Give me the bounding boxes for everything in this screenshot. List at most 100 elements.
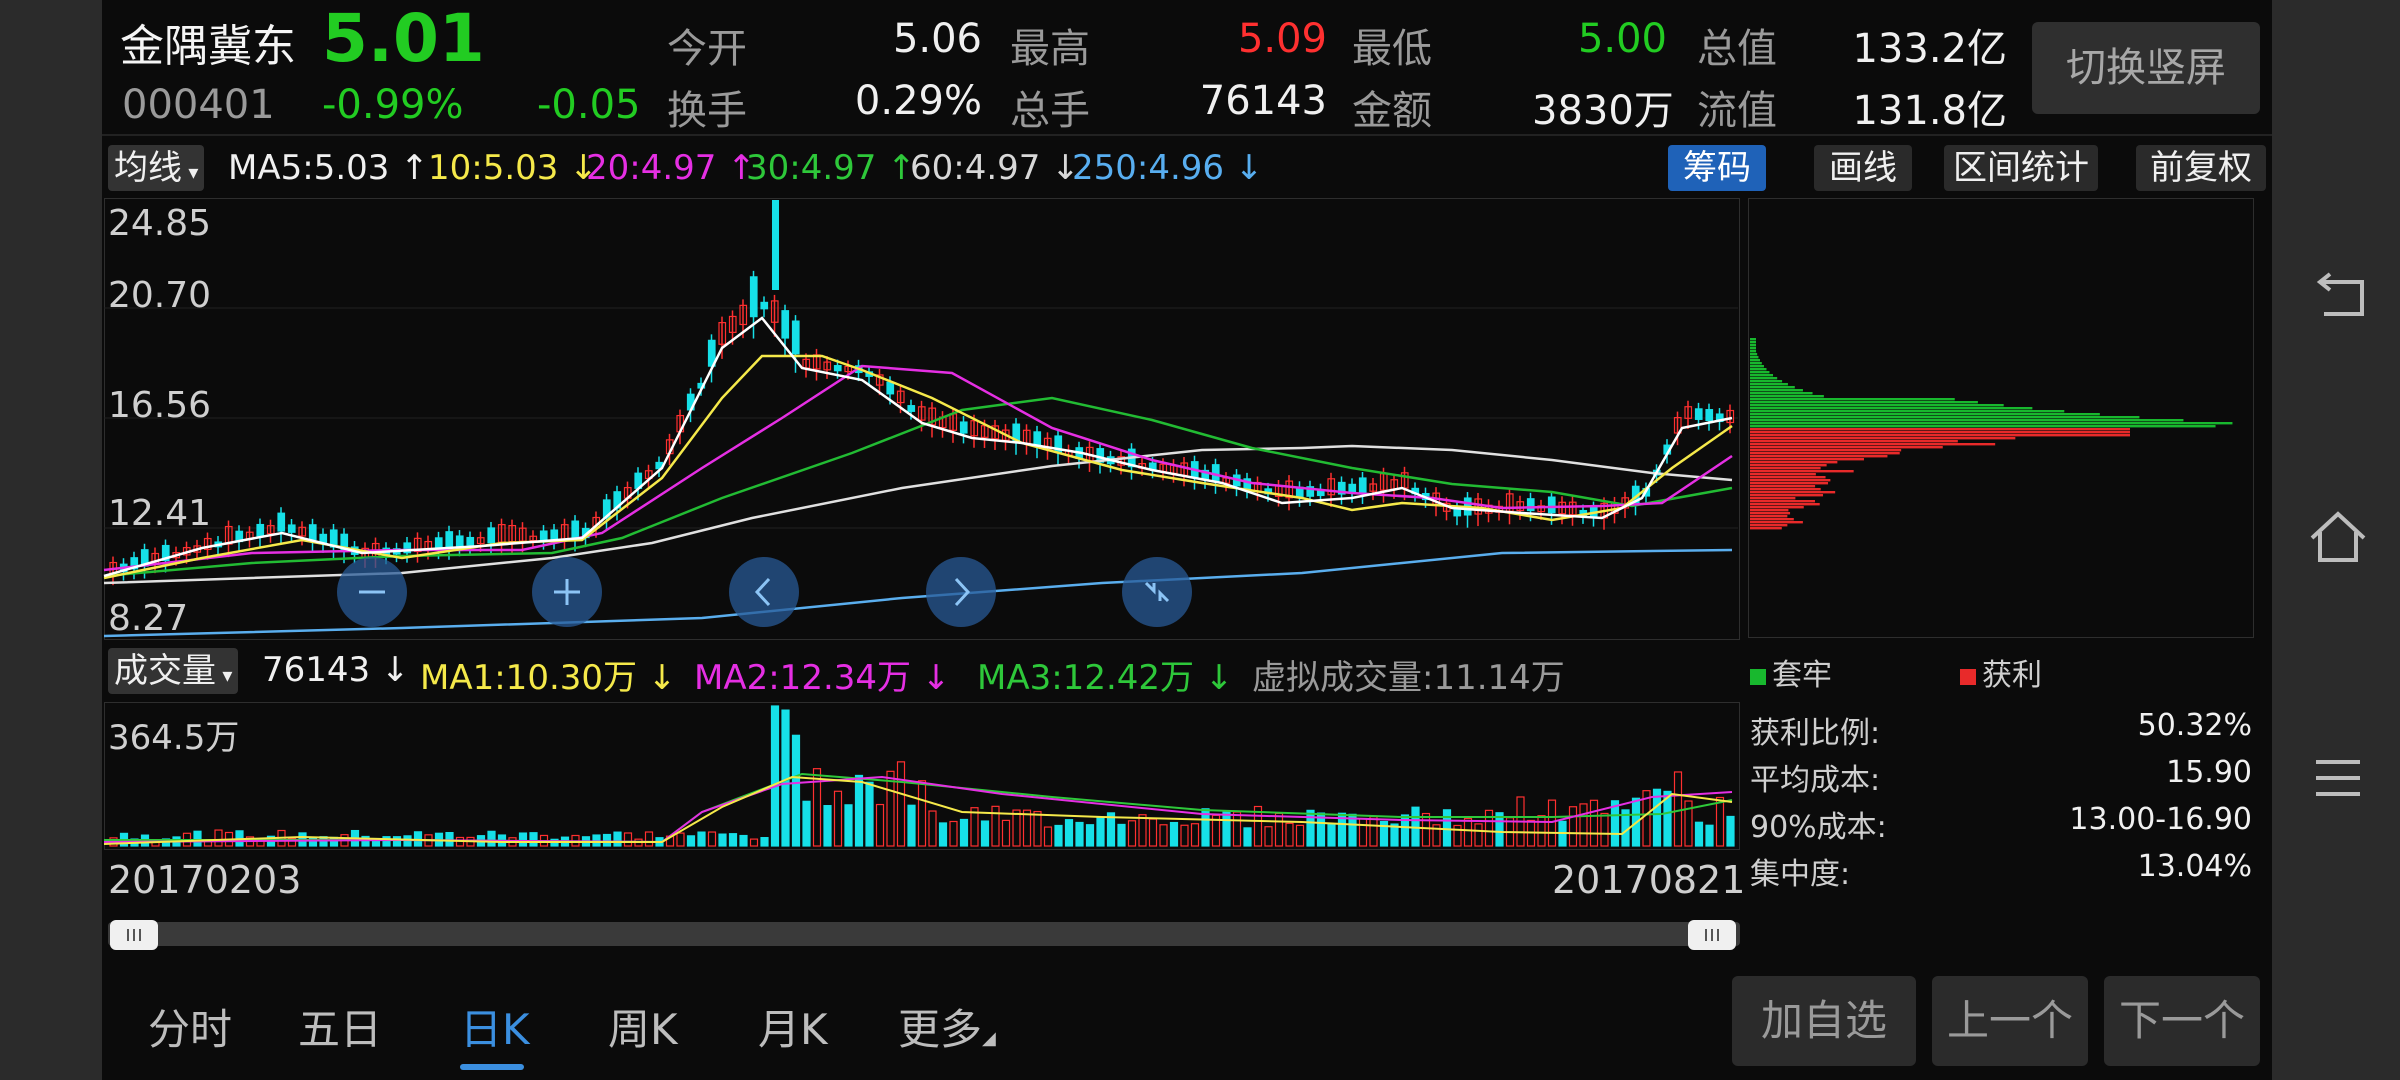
ma250-line	[103, 548, 1733, 638]
next-stock-button[interactable]: 下一个	[2104, 976, 2260, 1066]
chip-bar	[1750, 515, 1788, 518]
volume-dropdown[interactable]: 成交量 ▾	[108, 648, 239, 694]
volume-bar	[1663, 790, 1672, 847]
candle-body	[791, 320, 800, 355]
volume-bar	[739, 834, 748, 847]
volume-bar	[308, 836, 318, 847]
range-stats-button[interactable]: 区间统计	[1944, 145, 2098, 191]
volume-bar	[1537, 815, 1546, 847]
home-icon[interactable]	[2308, 508, 2368, 568]
volume-bar	[1295, 824, 1305, 847]
zoom-out-button[interactable]	[337, 557, 407, 627]
chip-bar	[1750, 395, 1824, 398]
active-tab-indicator	[460, 1064, 524, 1070]
volume-bars	[109, 705, 1735, 847]
tab-more-label: 更多	[898, 1005, 983, 1054]
range-slider-right-handle[interactable]	[1688, 920, 1736, 950]
volume-bar	[760, 837, 769, 847]
volume-bar	[1306, 809, 1315, 847]
chip-bar	[1750, 527, 1782, 530]
chip-bar	[1750, 422, 2233, 425]
candle-body	[1285, 480, 1294, 499]
volume-bar	[1547, 799, 1557, 847]
volume-bar	[487, 830, 496, 847]
scroll-right-button[interactable]	[926, 557, 996, 627]
ma250-value: 250:4.96 ↓	[1072, 148, 1264, 188]
candle-body	[487, 527, 496, 544]
candle-body	[1327, 478, 1336, 496]
chip-bar	[1750, 512, 1791, 515]
legend-profit: 获利	[1960, 650, 2042, 694]
chip-bar	[1750, 452, 1900, 455]
axis-tick-3: 16.56	[108, 385, 212, 426]
candle-body	[298, 526, 307, 537]
volume-bar	[1600, 812, 1609, 847]
ma-dropdown[interactable]: 均线 ▾	[108, 145, 205, 191]
draw-line-button[interactable]: 画线	[1814, 145, 1912, 191]
turnover-label: 换手	[667, 88, 747, 134]
tab-five-day[interactable]: 五日	[298, 1005, 383, 1054]
tab-intraday[interactable]: 分时	[148, 1005, 233, 1054]
volume-bar	[1001, 819, 1011, 847]
back-icon[interactable]	[2312, 270, 2368, 326]
volume-bar	[1054, 824, 1063, 847]
chip-bar	[1750, 413, 2100, 416]
chip-bar	[1750, 476, 1826, 479]
avg-cost-label: 平均成本:	[1750, 763, 1881, 798]
candle-body	[1369, 483, 1378, 492]
chip-bar	[1750, 506, 1804, 509]
volume-ma1-line	[103, 775, 1733, 845]
tab-daily-k[interactable]: 日K	[460, 1005, 530, 1054]
volume-value: 76143 ↓	[262, 650, 410, 690]
chip-bar	[1750, 416, 2140, 419]
corner-triangle-icon: ◢	[982, 1028, 996, 1049]
candle-body	[130, 557, 139, 570]
menu-icon[interactable]	[2312, 756, 2364, 800]
change-amount: -0.05	[537, 82, 641, 128]
volume-bar	[1379, 820, 1389, 847]
volume-bar	[770, 705, 780, 847]
low-value: 5.00	[1577, 16, 1667, 62]
scroll-left-button[interactable]	[729, 557, 799, 627]
float-value: 131.8亿	[1852, 88, 2007, 134]
volume-bar	[1127, 820, 1137, 847]
range-slider-track[interactable]	[108, 922, 1740, 946]
candle-body	[896, 390, 905, 404]
reset-view-button[interactable]	[1122, 557, 1192, 627]
switch-portrait-button[interactable]: 切换竖屏	[2032, 22, 2260, 114]
zoom-in-button[interactable]	[532, 557, 602, 627]
volume-bar	[917, 780, 927, 847]
volume-bar	[718, 833, 727, 847]
chip-bar	[1750, 497, 1796, 500]
chip-bar	[1750, 386, 1795, 389]
tab-monthly-k[interactable]: 月K	[758, 1005, 828, 1054]
tab-weekly-k[interactable]: 周K	[608, 1005, 678, 1054]
chip-bar	[1750, 419, 2184, 422]
axis-tick-max: 24.85	[108, 203, 212, 244]
volume-bar	[1327, 823, 1336, 847]
candle-body	[1547, 496, 1556, 514]
candle-body	[886, 381, 895, 395]
chip-bar	[1750, 473, 1816, 476]
candle-body	[875, 374, 884, 386]
range-slider-left-handle[interactable]	[110, 920, 158, 950]
add-watchlist-button[interactable]: 加自选	[1732, 976, 1916, 1066]
previous-stock-button[interactable]: 上一个	[1932, 976, 2088, 1066]
adjust-button[interactable]: 前复权	[2136, 145, 2266, 191]
kline-chart[interactable]	[102, 198, 1742, 640]
chip-bar	[1750, 500, 1815, 503]
chips-button[interactable]: 筹码	[1668, 145, 1766, 191]
tab-more[interactable]: 更多◢	[898, 996, 996, 1057]
candle-body	[833, 365, 842, 372]
volume-bar	[676, 832, 685, 847]
candle-body	[718, 322, 727, 345]
volume-bar	[1159, 824, 1168, 847]
volume-bar	[1421, 812, 1431, 847]
candle-body	[1537, 505, 1546, 513]
candle-body	[728, 315, 737, 333]
chip-bar	[1750, 362, 1762, 365]
system-nav-bar	[2272, 0, 2400, 1080]
volume-bar	[854, 774, 864, 847]
avg-cost-value: 15.90	[2166, 755, 2252, 790]
volume-bar	[886, 770, 895, 847]
